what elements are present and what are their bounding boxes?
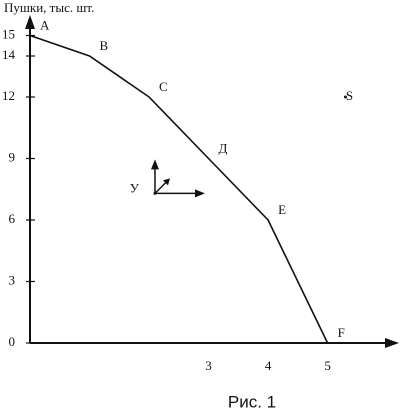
arrow-head: [194, 189, 205, 198]
point-label: A: [40, 17, 50, 32]
y-tick-label: 3: [9, 272, 16, 287]
point-label: Д: [219, 140, 228, 155]
y-tick-label: 6: [9, 211, 16, 226]
x-tick-label: 4: [265, 358, 272, 373]
arrow: [154, 180, 168, 194]
y-tick-label: 0: [9, 334, 16, 349]
x-tick-label: 5: [324, 358, 331, 373]
x-axis-arrow: [385, 338, 399, 348]
point-label: C: [159, 79, 168, 94]
y-axis-label: Пушки, тыс. шт.: [4, 0, 94, 15]
y-tick-label: 12: [2, 88, 15, 103]
point-label: S: [346, 88, 353, 103]
point-label: F: [338, 325, 345, 340]
x-tick-label: 3: [205, 358, 212, 373]
point-label: У: [130, 180, 140, 195]
y-tick-label: 14: [2, 47, 16, 62]
arrow-head: [150, 159, 159, 170]
y-tick-label: 9: [9, 149, 16, 164]
y-axis-arrow: [25, 15, 35, 29]
arrow-head: [162, 178, 170, 186]
ppf-curve: [29, 34, 329, 344]
point-label: B: [100, 38, 109, 53]
point: [343, 95, 347, 99]
y-tick-label: 15: [2, 26, 15, 41]
point-label: E: [278, 202, 286, 217]
caption: Рис. 1: [228, 392, 276, 411]
